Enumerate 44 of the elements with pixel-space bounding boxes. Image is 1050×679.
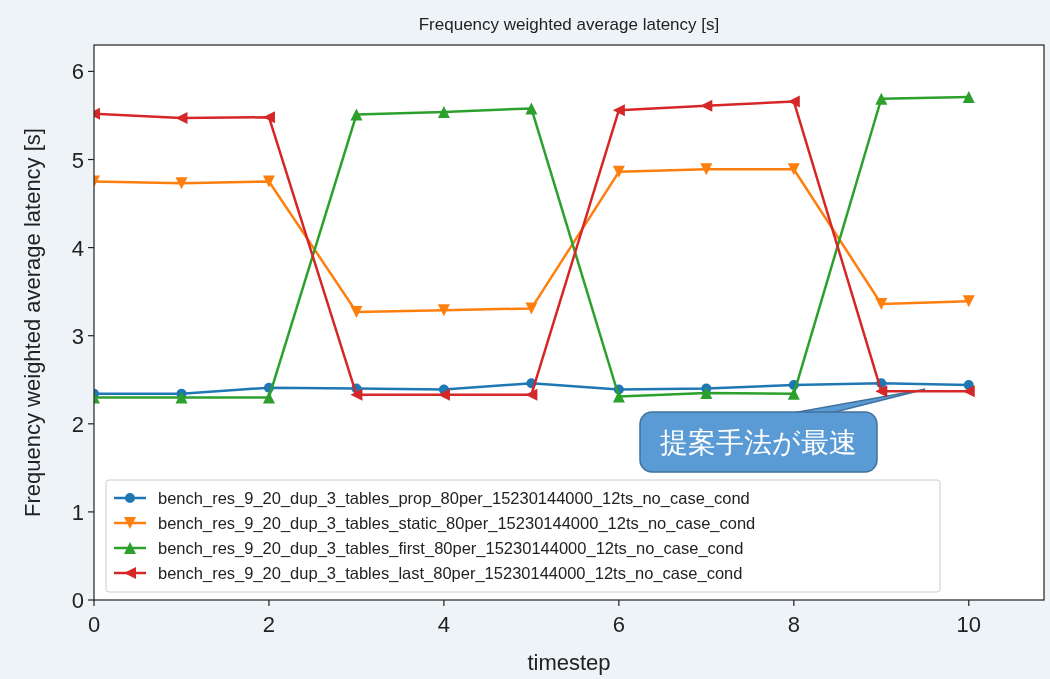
y-tick-label: 5 (71, 147, 84, 173)
legend-label: bench_res_9_20_dup_3_tables_first_80per_15230144000_12ts_no_case_cond (158, 539, 744, 558)
point (262, 391, 275, 404)
annotation: 提案手法が最速 (660, 427, 857, 458)
legend-label: bench_res_9_20_dup_3_tables_static_80per_15230144000_12ts_no_case_cond (158, 514, 756, 533)
point (612, 104, 625, 117)
point (525, 302, 538, 315)
y-tick-label: 0 (71, 588, 84, 613)
point (875, 385, 888, 398)
y-axis-title: Frequency weighted average latency [s] (20, 128, 45, 517)
point (437, 304, 450, 317)
point (175, 391, 188, 404)
chart-title: Frequency weighted average latency [s] (418, 15, 720, 34)
x-tick-label: 0 (87, 612, 101, 637)
x-tick-label: 4 (437, 612, 451, 637)
point (962, 295, 975, 308)
point (787, 387, 800, 400)
point (437, 105, 450, 118)
x-tick-label: 8 (787, 612, 800, 637)
point (612, 165, 625, 178)
point (350, 108, 363, 121)
x-axis-title: timestep (527, 650, 611, 675)
point (525, 102, 538, 115)
point (262, 175, 275, 188)
y-tick-label: 1 (71, 499, 84, 525)
legend-label: bench_res_9_20_dup_3_tables_last_80per_15230144000_12ts_no_case_cond (158, 564, 743, 583)
point (875, 298, 888, 310)
legend-label: bench_res_9_20_dup_3_tables_prop_80per_15230144000_12ts_no_case_cond (158, 489, 750, 508)
point (875, 92, 888, 105)
x-tick-label: 6 (612, 612, 625, 637)
x-tick-label: 2 (262, 612, 276, 637)
point (787, 163, 800, 176)
y-tick-label: 2 (71, 411, 84, 437)
y-tick-label: 3 (71, 323, 84, 349)
point (962, 90, 975, 103)
point (700, 163, 713, 176)
point (175, 177, 188, 190)
y-tick-label: 6 (71, 59, 84, 85)
point (612, 390, 625, 403)
y-tick-label: 4 (71, 235, 84, 261)
point (700, 386, 713, 399)
x-tick-label: 10 (956, 612, 982, 637)
point (350, 305, 363, 318)
point (350, 388, 363, 401)
